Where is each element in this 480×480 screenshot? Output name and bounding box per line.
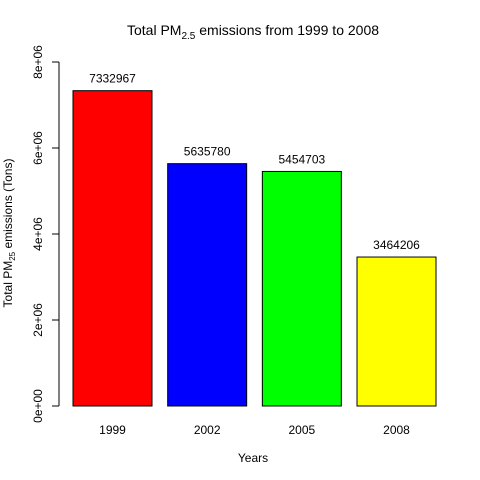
bars	[72, 90, 437, 407]
x-tick-label: 2002	[194, 423, 221, 437]
bar-1999	[72, 90, 153, 407]
bar-2005	[261, 170, 342, 407]
x-tick-label: 2005	[288, 423, 315, 437]
y-axis: 0e+00 2e+06 4e+06 6e+06 8e+06	[31, 45, 60, 423]
x-axis-label: Years	[238, 451, 268, 465]
x-tick-label: 2008	[383, 423, 410, 437]
chart-title: Total PM2.5 emissions from 1999 to 2008	[127, 22, 379, 42]
y-tick-label: 0e+00	[31, 389, 45, 423]
y-axis-label-suffix: emissions (Tons)	[1, 159, 15, 252]
chart-title-suffix: emissions from 1999 to 2008	[195, 22, 379, 38]
chart-title-subscript: 2.5	[181, 31, 195, 42]
bar-value-label: 5635780	[184, 145, 231, 159]
bar-2002	[167, 163, 248, 407]
y-tick-label: 2e+06	[31, 303, 45, 337]
y-tick-label: 6e+06	[31, 131, 45, 165]
y-axis-label-prefix: Total PM	[1, 261, 15, 308]
bar-value-labels: 7332967 5635780 5454703 3464206	[89, 72, 420, 252]
x-tick-label: 1999	[99, 423, 126, 437]
chart-title-prefix: Total PM	[127, 22, 181, 38]
y-axis-label-subscript: 25	[8, 251, 17, 260]
y-tick-label: 4e+06	[31, 217, 45, 251]
bar-value-label: 5454703	[278, 152, 325, 166]
y-axis-label: Total PM25 emissions (Tons)	[1, 159, 17, 308]
bar-2008	[356, 256, 437, 407]
x-tick-labels: 1999 2002 2005 2008	[99, 423, 410, 437]
y-tick-label: 8e+06	[31, 45, 45, 79]
bar-value-label: 3464206	[373, 238, 420, 252]
bar-value-label: 7332967	[89, 72, 136, 86]
